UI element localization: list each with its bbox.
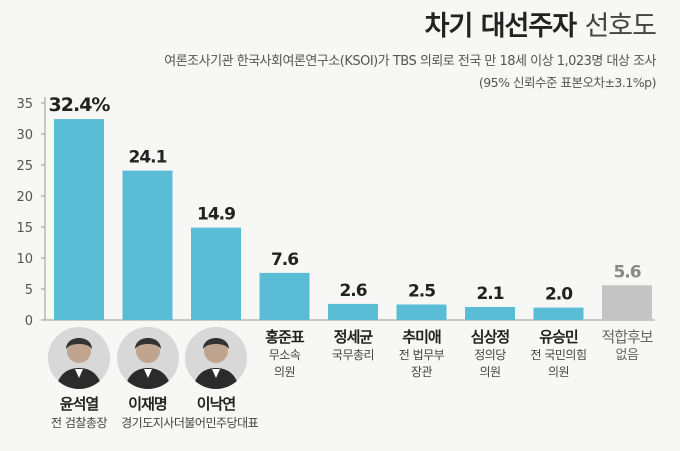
category-description: 전 검찰총장 [50,416,108,430]
y-tick-label: 5 [25,283,33,298]
value-label: 2.5 [408,282,435,302]
category-name: 추미애 [402,328,441,346]
category-name: 이낙연 [196,395,236,413]
category-description: 없음 [615,348,639,363]
category-description: 경기도지사 [121,416,174,430]
chart-subtitle: 여론조사기관 한국사회여론연구소(KSOI)가 TBS 의뢰로 전국 만 18세… [164,54,656,69]
value-label: 5.6 [613,262,640,282]
category-description: 전 법무부 장관 [398,348,445,379]
y-tick-label: 0 [25,314,33,329]
y-tick-label: 10 [16,252,33,267]
value-label: 2.1 [476,284,503,304]
category-name: 정세균 [333,328,373,346]
chart-title-main: 차기 대선주자 [424,11,577,42]
y-tick-label: 35 [16,97,33,112]
category-description: 무소속 의원 [268,348,301,379]
value-label: 2.6 [339,281,366,301]
y-tick-label: 30 [16,128,33,143]
bar [328,303,378,320]
value-label: 14.9 [197,205,235,225]
bar [191,227,241,320]
person-portrait-icon [48,327,110,389]
value-label: 2.0 [545,285,573,305]
chart-note: (95% 신뢰수준 표본오차±3.1%p) [478,75,657,90]
person-portrait-icon [185,327,247,389]
y-tick-label: 20 [16,190,33,205]
bar [396,304,447,320]
category-description: 국무총리 [331,348,375,362]
chart-title: 차기 대선주자 선호도 [424,4,657,43]
bar [122,170,173,320]
bar [54,119,104,321]
bar [533,307,584,320]
y-tick-label: 15 [16,221,33,236]
value-label: 7.6 [271,250,298,270]
bar [602,285,652,320]
category-name: 심상정 [470,328,510,346]
bar [259,272,310,320]
value-label: 32.4% [49,94,111,116]
category-description: 더불어민주당대표 [173,416,259,430]
y-tick-label: 25 [16,159,33,174]
category-name: 유승민 [539,328,578,346]
bar [465,306,515,320]
category-description: 전 국민의힘 의원 [530,348,587,379]
category-name: 적합후보 [601,328,653,346]
person-portrait-icon [116,327,179,389]
chart-title-light: 선호도 [584,11,657,42]
value-label: 24.1 [129,148,167,168]
category-name: 이재명 [128,395,167,413]
category-name: 홍준표 [265,328,304,346]
category-description: 정의당 의원 [474,348,506,379]
category-name: 윤석열 [59,395,99,413]
